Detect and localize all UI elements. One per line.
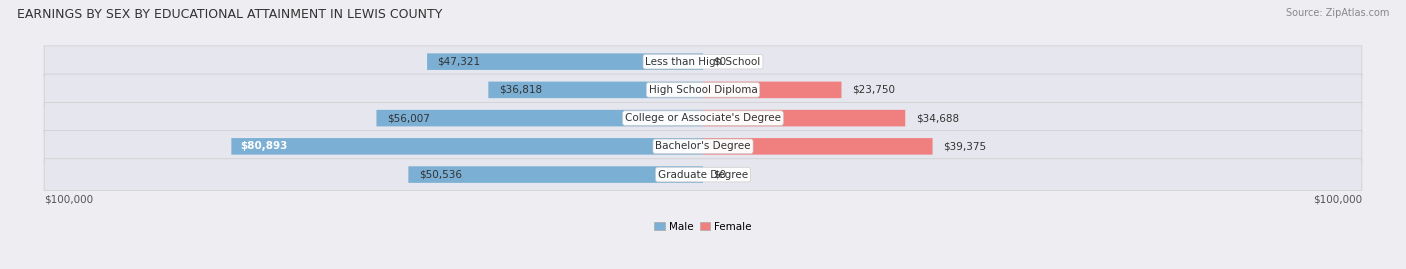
Text: $100,000: $100,000 [1313, 195, 1362, 205]
Text: $50,536: $50,536 [419, 169, 461, 180]
Text: $23,750: $23,750 [852, 85, 896, 95]
Text: $100,000: $100,000 [44, 195, 93, 205]
Text: Less than High School: Less than High School [645, 57, 761, 67]
Legend: Male, Female: Male, Female [650, 218, 756, 236]
FancyBboxPatch shape [408, 166, 703, 183]
Text: High School Diploma: High School Diploma [648, 85, 758, 95]
Text: $0: $0 [713, 169, 727, 180]
FancyBboxPatch shape [44, 130, 1362, 162]
Text: $34,688: $34,688 [915, 113, 959, 123]
FancyBboxPatch shape [44, 102, 1362, 134]
FancyBboxPatch shape [44, 74, 1362, 106]
Text: EARNINGS BY SEX BY EDUCATIONAL ATTAINMENT IN LEWIS COUNTY: EARNINGS BY SEX BY EDUCATIONAL ATTAINMEN… [17, 8, 443, 21]
Text: College or Associate's Degree: College or Associate's Degree [626, 113, 780, 123]
Text: $56,007: $56,007 [387, 113, 430, 123]
Text: Bachelor's Degree: Bachelor's Degree [655, 141, 751, 151]
FancyBboxPatch shape [232, 138, 703, 155]
FancyBboxPatch shape [44, 46, 1362, 77]
FancyBboxPatch shape [377, 110, 703, 126]
Text: $39,375: $39,375 [943, 141, 986, 151]
FancyBboxPatch shape [703, 82, 841, 98]
FancyBboxPatch shape [44, 159, 1362, 190]
FancyBboxPatch shape [703, 138, 932, 155]
Text: Source: ZipAtlas.com: Source: ZipAtlas.com [1285, 8, 1389, 18]
Text: $47,321: $47,321 [437, 57, 481, 67]
Text: Graduate Degree: Graduate Degree [658, 169, 748, 180]
FancyBboxPatch shape [703, 110, 905, 126]
Text: $0: $0 [713, 57, 727, 67]
Text: $80,893: $80,893 [240, 141, 287, 151]
FancyBboxPatch shape [488, 82, 703, 98]
Text: $36,818: $36,818 [499, 85, 541, 95]
FancyBboxPatch shape [427, 53, 703, 70]
